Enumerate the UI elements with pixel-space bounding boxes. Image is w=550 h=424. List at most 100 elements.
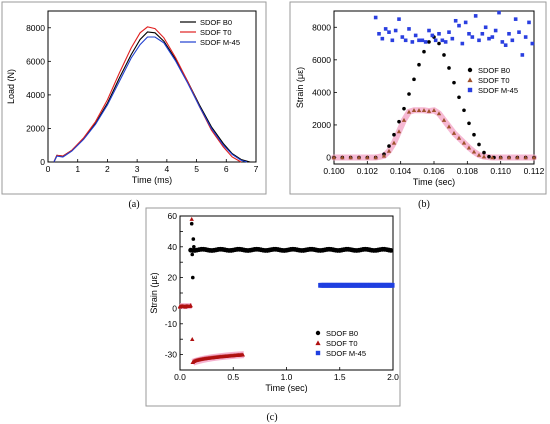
panel-b-point xyxy=(515,155,520,160)
panel-b-point xyxy=(500,40,505,44)
panel-b-point xyxy=(447,66,451,70)
panel-b-point xyxy=(477,38,481,43)
panel-b-point xyxy=(437,41,441,46)
panel-a-series-line xyxy=(53,26,242,163)
panel-c: 0.0 0.5 1.0 1.5 2.0 -30 -10 0 20 40 60 Time (sec) St… xyxy=(145,207,401,423)
panel-c-legend-swatch xyxy=(315,350,321,356)
panel-a-y-tick-label: 8000 xyxy=(26,23,45,33)
panel-c-legend-swatch xyxy=(315,330,321,336)
panel-b-point xyxy=(397,17,401,21)
panel-a-legend-label: SDOF M-45 xyxy=(200,38,240,47)
panel-b-point xyxy=(457,23,461,28)
panel-b-x-tick-label: 0.100 xyxy=(323,166,345,176)
panel-b-point xyxy=(472,132,476,137)
panel-b-point xyxy=(446,124,452,129)
panel-b-point xyxy=(527,20,531,25)
panel-c-point xyxy=(388,247,394,253)
panel-a-caption: (a) xyxy=(128,199,139,210)
panel-c-legend-label: SDOF T0 xyxy=(326,339,358,348)
panel-b-point xyxy=(410,40,415,44)
panel-c-point xyxy=(189,216,194,221)
panel-c-point xyxy=(389,282,395,288)
panel-b-point xyxy=(380,36,385,41)
panel-b-point xyxy=(466,145,472,150)
panel-a-frame xyxy=(1,1,267,195)
panel-b-point xyxy=(365,155,370,160)
panel-b-x-tick-label: 0.106 xyxy=(423,166,445,176)
panel-b-point xyxy=(427,28,431,33)
panel-b-frame xyxy=(289,1,547,195)
panel-b-point xyxy=(391,140,397,145)
panel-a-y-tick-label: 6000 xyxy=(26,56,45,66)
panel-b-y-tick-label: 8000 xyxy=(312,22,331,32)
panel-c-x-tick-label: 0.0 xyxy=(174,372,186,382)
panel-b-point xyxy=(393,28,398,33)
panel-b-point xyxy=(531,155,537,160)
panel-b-point xyxy=(451,130,457,135)
panel-b-point xyxy=(411,108,417,113)
panel-a-x-tick-label: 5 xyxy=(194,164,199,174)
panel-b-point xyxy=(487,154,491,159)
panel-b-point xyxy=(390,38,395,43)
panel-a-x-tick-label: 4 xyxy=(164,164,169,174)
panel-b-point xyxy=(356,155,362,160)
panel-b-point xyxy=(452,80,456,85)
panel-b-x-tick-label: 0.104 xyxy=(390,166,412,176)
panel-c-point xyxy=(191,237,196,241)
panel-b-point xyxy=(373,155,378,160)
panel-b-point xyxy=(377,31,381,36)
panel-b-point xyxy=(453,18,458,23)
panel-a-x-tick-label: 3 xyxy=(135,164,140,174)
panel-b-point xyxy=(520,53,525,57)
panel-b-point xyxy=(503,43,508,47)
panel-b-point xyxy=(387,30,391,34)
panel-b-point xyxy=(416,108,422,113)
panel-a-x-tick-label: 0 xyxy=(46,164,51,174)
panel-c-point xyxy=(192,245,196,249)
panel-c-legend-swatch xyxy=(315,340,321,346)
panel-c-y-tick-label: 60 xyxy=(168,211,178,221)
panel-a-legend-label: SDOF B0 xyxy=(200,18,232,27)
panel-a-x-tick-label: 6 xyxy=(224,164,229,174)
panel-b-y-tick-label: 4000 xyxy=(312,87,331,97)
panel-b-point xyxy=(430,33,435,38)
panel-b-point xyxy=(417,62,421,67)
panel-b-point xyxy=(422,49,426,54)
panel-b-point xyxy=(493,28,498,33)
panel-b-point xyxy=(477,142,481,147)
panel-b-point xyxy=(530,41,535,46)
panel-b-point xyxy=(348,155,353,160)
panel-b-point xyxy=(412,77,416,82)
panel-b-t0-halo xyxy=(331,107,537,161)
panel-b-point xyxy=(510,38,515,43)
panel-b-point xyxy=(396,129,402,134)
panel-b-point xyxy=(383,27,388,31)
panel-b-point xyxy=(431,108,437,113)
panel-b-point xyxy=(498,155,503,160)
panel-c-plot: 0.0 0.5 1.0 1.5 2.0 -30 -10 0 20 40 60 Time (sec) St… xyxy=(149,211,399,393)
panel-b-point xyxy=(460,41,465,46)
panel-b-point xyxy=(420,38,425,43)
panel-b-legend-swatch xyxy=(467,77,473,83)
panel-b-point xyxy=(413,33,418,38)
panel-b-point xyxy=(421,108,427,113)
panel-b-point xyxy=(443,40,448,44)
panel-c-point xyxy=(240,352,246,357)
panel-b-point xyxy=(462,108,466,113)
panel-c-y-tick-label: 40 xyxy=(168,242,178,252)
panel-a-x-tick-label: 7 xyxy=(254,164,259,174)
panel-b-point xyxy=(456,135,462,140)
panel-b-point xyxy=(483,25,488,30)
panel-a-legend-label: SDOF T0 xyxy=(200,28,232,37)
panel-b-point xyxy=(461,140,467,145)
panel-a-x-axis-title: Time (ms) xyxy=(132,175,172,185)
panel-b-point xyxy=(470,35,475,39)
panel-c-plot-area xyxy=(179,215,394,371)
panel-c-y-tick-label: 20 xyxy=(168,273,178,283)
panel-b-point xyxy=(427,40,431,44)
panel-b: 0.100 0.102 0.104 0.106 0.108 0.110 0.112 0 2000… xyxy=(289,1,547,210)
panel-b-point xyxy=(507,31,511,36)
panel-c-caption: (c) xyxy=(266,412,277,423)
panel-b-legend-label: SDOF B0 xyxy=(478,66,510,75)
